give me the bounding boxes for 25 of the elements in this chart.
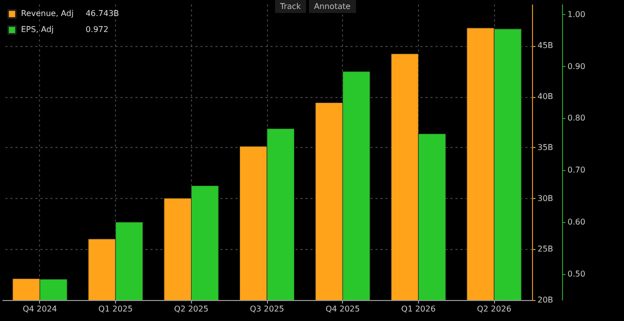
x-tick-label: Q2 2025 xyxy=(174,304,208,314)
y2-tick-label: 0.90 xyxy=(568,62,586,71)
x-tick-label: Q4 2024 xyxy=(22,304,58,314)
legend-label: Revenue, Adj xyxy=(21,9,74,18)
y-tick-label: 40B xyxy=(538,92,554,102)
x-tick-label: Q2 2026 xyxy=(476,304,512,314)
x-tick-label: Q3 2025 xyxy=(250,304,284,314)
y-tick-label: 45B xyxy=(538,41,554,50)
annotation: 46.743B xyxy=(86,8,120,18)
y2-tick-label: 0.50 xyxy=(568,270,586,279)
x-tick-label: Q1 2025 xyxy=(98,304,133,314)
y2-tick-label: 0.70 xyxy=(568,166,586,175)
y2-tick-label: 0.80 xyxy=(568,114,586,123)
y-tick-label: 30B xyxy=(538,194,554,203)
x-tick-label: Q4 2025 xyxy=(326,304,360,314)
track-button: Track xyxy=(275,0,306,13)
y-tick-label: 25B xyxy=(538,244,554,254)
x-tick-label: Q1 2026 xyxy=(401,304,436,314)
y2-tick-label: 0.60 xyxy=(568,218,586,227)
annotate-button: Annotate xyxy=(308,0,356,13)
annotation: 0.972 xyxy=(86,24,108,34)
y-tick-label: 20B xyxy=(538,296,554,304)
legend-label: EPS, Adj xyxy=(21,25,54,34)
y2-tick-label: 1.00 xyxy=(568,10,586,19)
y-tick-label: 35B xyxy=(538,142,554,152)
